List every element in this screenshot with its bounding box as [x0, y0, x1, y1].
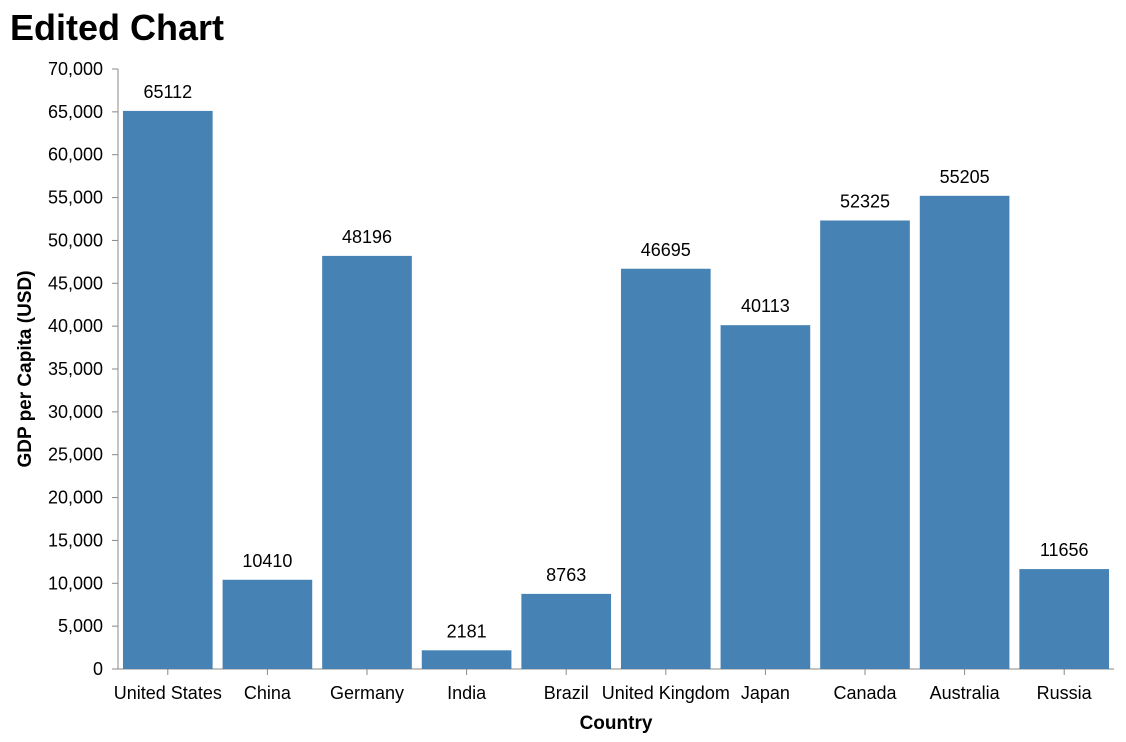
x-tick-label: Canada [833, 683, 897, 703]
bars [122, 110, 1110, 670]
x-tick-label: Brazil [544, 683, 589, 703]
y-tick-label: 35,000 [48, 359, 103, 379]
bar-value-label: 2181 [447, 621, 487, 641]
bar-value-labels: 65112 10410 48196 2181 8763 46695 40113 52325 55… [143, 82, 1088, 641]
y-tick-label: 40,000 [48, 316, 103, 336]
x-tick-label: Australia [930, 683, 1001, 703]
y-axis-title: GDP per Capita (USD) [15, 270, 36, 467]
bar-value-label: 65112 [143, 82, 192, 102]
bar [720, 325, 811, 669]
y-tick-label: 65,000 [48, 102, 103, 122]
bar-value-label: 8763 [546, 565, 586, 585]
x-tick-label: Germany [330, 683, 404, 703]
bar-value-label: 10410 [242, 551, 292, 571]
bar [1019, 569, 1110, 669]
y-tick-label: 30,000 [48, 402, 103, 422]
bar-value-label: 46695 [641, 240, 691, 260]
x-axis-title: Country [580, 713, 653, 734]
y-tick-label: 50,000 [48, 230, 103, 250]
bar [919, 195, 1010, 670]
y-tick-label: 10,000 [48, 573, 103, 593]
x-tick-label: China [244, 683, 292, 703]
x-tick-label: United Kingdom [602, 683, 730, 703]
bar [122, 110, 213, 669]
bar-value-label: 11656 [1040, 540, 1089, 560]
x-tick-label: Japan [741, 683, 790, 703]
bar-value-label: 40113 [741, 296, 790, 316]
y-tick-label: 70,000 [48, 59, 103, 79]
x-tick-label: India [447, 683, 487, 703]
bar [322, 255, 412, 670]
x-axis: United States China Germany India Brazil Unit… [114, 668, 1114, 703]
chart-title: Edited Chart [10, 7, 225, 48]
bar [521, 593, 612, 669]
y-tick-label: 55,000 [48, 188, 103, 208]
bar [222, 579, 313, 669]
bar [820, 220, 910, 669]
bar [421, 650, 512, 669]
y-tick-label: 60,000 [48, 145, 103, 165]
x-tick-label: United States [114, 683, 222, 703]
bar-value-label: 55205 [940, 167, 990, 187]
x-tick-label: Russia [1037, 683, 1093, 703]
y-tick-label: 15,000 [48, 530, 103, 550]
y-tick-label: 5,000 [58, 616, 103, 636]
bar [620, 268, 711, 669]
y-tick-label: 0 [93, 659, 103, 679]
y-tick-label: 25,000 [48, 445, 103, 465]
bar-value-label: 52325 [840, 192, 890, 212]
y-tick-label: 45,000 [48, 273, 103, 293]
bar-value-label: 48196 [342, 227, 392, 247]
y-tick-label: 20,000 [48, 488, 103, 508]
y-axis: 0 5,000 10,000 15,000 20,000 25,000 30,000 35,0… [48, 59, 119, 679]
